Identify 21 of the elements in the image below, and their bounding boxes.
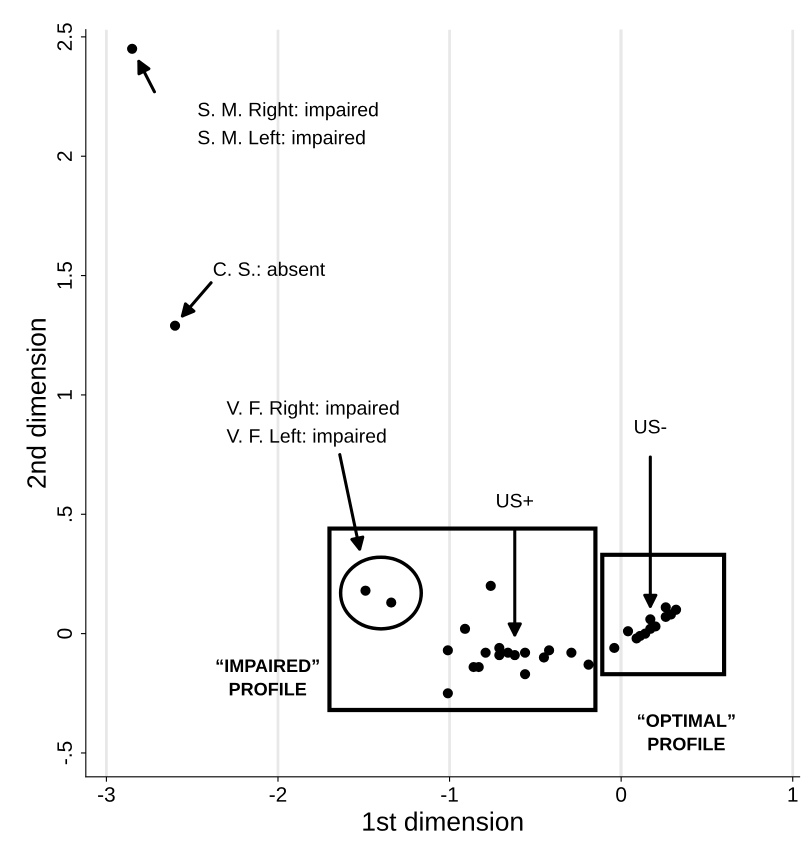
annotation: C. S.: absent	[214, 262, 326, 276]
y-tick-label: 1	[57, 390, 72, 400]
y-tick-label: 1.5	[57, 262, 72, 288]
x-tick-label: -2	[270, 787, 286, 802]
y-axis-title: 2nd dimension	[26, 319, 46, 488]
y-tick-label: .5	[57, 506, 72, 522]
x-tick-label: -3	[98, 787, 115, 802]
y-tick-label: 0	[57, 628, 72, 639]
annotation: US-	[635, 420, 666, 434]
x-tick-label: -1	[441, 787, 458, 802]
x-tick-label: 0	[616, 787, 626, 802]
x-tick-label: 1	[788, 787, 798, 802]
y-tick-label: 2.5	[57, 23, 72, 50]
annotation: US+	[497, 494, 533, 508]
annotation: S. M. Right: impaired S. M. Left: impaired	[198, 102, 378, 148]
y-tick-label: 2	[57, 151, 72, 161]
annotation: “OPTIMAL” PROFILE	[638, 714, 735, 750]
annotation: V. F. Right: impaired V. F. Left: impaired	[226, 400, 399, 447]
x-axis-title: 1st dimension	[363, 812, 522, 831]
y-tick-label: -.5	[57, 742, 72, 764]
annotation: “IMPAIRED” PROFILE	[216, 660, 319, 696]
